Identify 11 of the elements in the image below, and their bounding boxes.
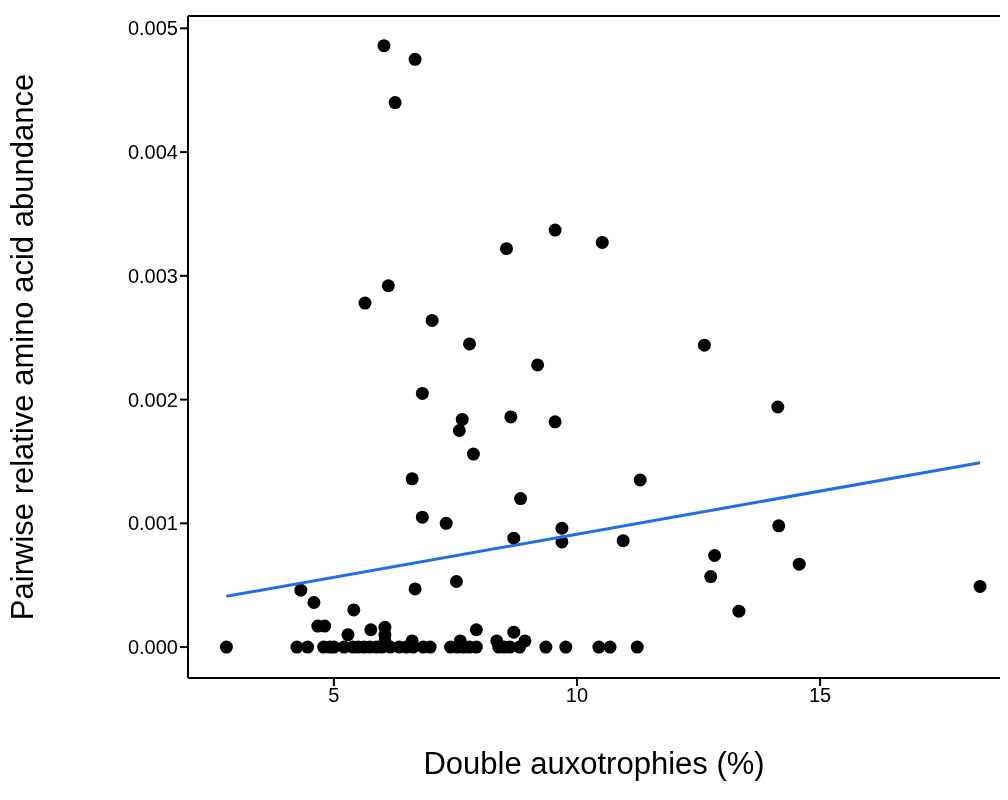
y-tick-label: 0.002	[127, 388, 178, 411]
y-tick-label: 0.004	[127, 141, 178, 164]
x-axis-title: Double auxotrophies (%)	[423, 746, 765, 781]
y-tick-label: 0.005	[127, 17, 178, 40]
y-tick-label: 0.000	[127, 636, 178, 659]
x-tick-label: 15	[808, 684, 832, 707]
y-tick-label: 0.001	[127, 512, 178, 535]
x-tick-label: 10	[565, 684, 589, 707]
x-tick-label: 5	[328, 684, 340, 707]
y-tick-label: 0.003	[127, 264, 178, 287]
y-axis-title: Pairwise relative amino acid abundance	[5, 73, 41, 621]
